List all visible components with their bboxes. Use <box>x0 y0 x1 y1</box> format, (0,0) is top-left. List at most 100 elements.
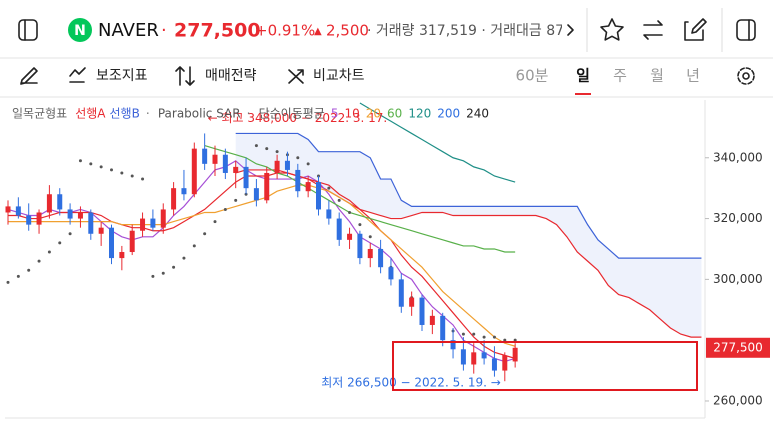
cloud-line <box>235 132 702 259</box>
candle-body <box>388 267 394 280</box>
tool-button[interactable]: 비교차트 <box>313 68 365 84</box>
sar-dot <box>37 259 41 263</box>
legend-item: 일목균형표 <box>12 107 67 121</box>
annotation: ← 최고 348,000 − 2022. 3. 17. <box>208 111 388 125</box>
legend-item: 단순이동평균 <box>259 107 325 121</box>
candle-body <box>67 209 73 219</box>
sar-dot <box>172 265 176 269</box>
candle-body <box>57 194 63 210</box>
change-pct: +0.91% <box>255 22 315 40</box>
highlight-box <box>392 341 698 391</box>
period-tab[interactable]: 주 <box>613 67 627 85</box>
candle-body <box>471 352 477 365</box>
change: 2,500 <box>326 22 369 40</box>
candle-body <box>305 182 311 192</box>
candle-body <box>46 194 52 213</box>
candle-body <box>222 154 228 173</box>
candle-body <box>88 212 94 234</box>
candle-body <box>502 355 508 371</box>
sar-dot <box>182 256 186 260</box>
cloud-fill <box>235 133 702 338</box>
sar-dot <box>234 198 238 202</box>
candle-body <box>5 206 11 213</box>
candle-body <box>367 248 373 259</box>
sar-dot <box>141 177 145 181</box>
candle-body <box>264 172 270 201</box>
legend: 일목균형표 선행A 선행B · Parabolic SAR · 단순이동평균 5 10 20 60 1… <box>12 106 489 121</box>
sar-dot <box>358 223 362 227</box>
legend-separator: · <box>146 107 150 121</box>
sar-dot <box>151 274 155 278</box>
legend-item: 10 <box>344 107 359 121</box>
sar-dot <box>306 162 310 166</box>
stock-name: NAVER <box>98 20 159 41</box>
logo-letter: N <box>74 23 86 39</box>
sar-dot <box>120 171 124 175</box>
separator: · <box>161 20 167 41</box>
sar-dot <box>47 250 51 254</box>
candle-body <box>419 297 425 325</box>
candle-body <box>171 188 177 210</box>
legend-item: 선행A <box>75 106 106 121</box>
sar-dot <box>68 232 72 236</box>
plot: 340,000 320,000 300,000 260,000 ← 최고 348,000… <box>5 102 770 407</box>
sar-dot <box>203 232 207 236</box>
favorite-icon[interactable] <box>600 18 624 41</box>
candle-body <box>212 154 218 164</box>
logo <box>68 18 92 42</box>
settings-icon[interactable] <box>742 72 750 80</box>
sar-dot <box>503 338 507 342</box>
candle-body <box>191 148 197 195</box>
period-tabs: 60분 일 주 월 년 <box>516 67 700 95</box>
legend-item: 20 <box>366 107 381 121</box>
candle-body <box>181 188 187 195</box>
candle-body <box>253 188 259 201</box>
candle-body <box>440 315 446 341</box>
price-tag-label: 277,500 <box>713 340 763 354</box>
panel-icon[interactable] <box>736 19 756 41</box>
sar-dot <box>16 274 20 278</box>
legend-item: 60 <box>387 107 402 121</box>
sar-dot <box>6 280 10 284</box>
up-arrow: ▲ <box>314 26 322 37</box>
more-arrow[interactable] <box>567 24 574 36</box>
candle-body <box>77 212 83 219</box>
edit-icon[interactable] <box>684 18 707 41</box>
sar-dot <box>472 332 476 336</box>
y-tick-label: 300,000 <box>713 272 763 286</box>
ma-line <box>204 145 516 253</box>
sar-dot <box>296 156 300 160</box>
candle-body <box>326 209 332 219</box>
tool-button[interactable]: 보조지표 <box>96 68 148 84</box>
sar-dot <box>161 271 165 275</box>
candle-body <box>26 215 32 225</box>
candle-body <box>140 218 146 231</box>
candle-body <box>150 218 156 228</box>
period-tab[interactable]: 월 <box>650 67 664 85</box>
candle-body <box>15 206 21 216</box>
y-tick-label: 260,000 <box>713 393 763 407</box>
candle-body <box>316 182 321 210</box>
sar-dot <box>461 332 465 336</box>
candle-body <box>357 233 363 259</box>
sar-dot <box>27 268 31 272</box>
period-tab[interactable]: 일 <box>576 67 590 85</box>
candle-body <box>378 248 384 268</box>
volume-info: · 거래량 317,519 · 거래대금 87 <box>367 23 564 39</box>
compare-icon <box>288 69 304 84</box>
legend-item: 200 <box>437 107 460 121</box>
candle-body <box>243 166 249 189</box>
sidebar-icon[interactable] <box>18 19 38 41</box>
draw-icon[interactable] <box>20 67 38 85</box>
period-tab[interactable]: 년 <box>686 67 700 85</box>
tool-button[interactable]: 매매전략 <box>205 68 257 84</box>
candle-body <box>109 227 114 259</box>
swap-icon[interactable] <box>643 20 663 40</box>
legend-item: 120 <box>408 107 431 121</box>
strategy-icon <box>175 66 195 86</box>
candle-body <box>512 347 518 362</box>
cloud-line <box>235 169 702 338</box>
sar-dot <box>348 210 352 214</box>
period-tab[interactable]: 60분 <box>516 67 549 85</box>
